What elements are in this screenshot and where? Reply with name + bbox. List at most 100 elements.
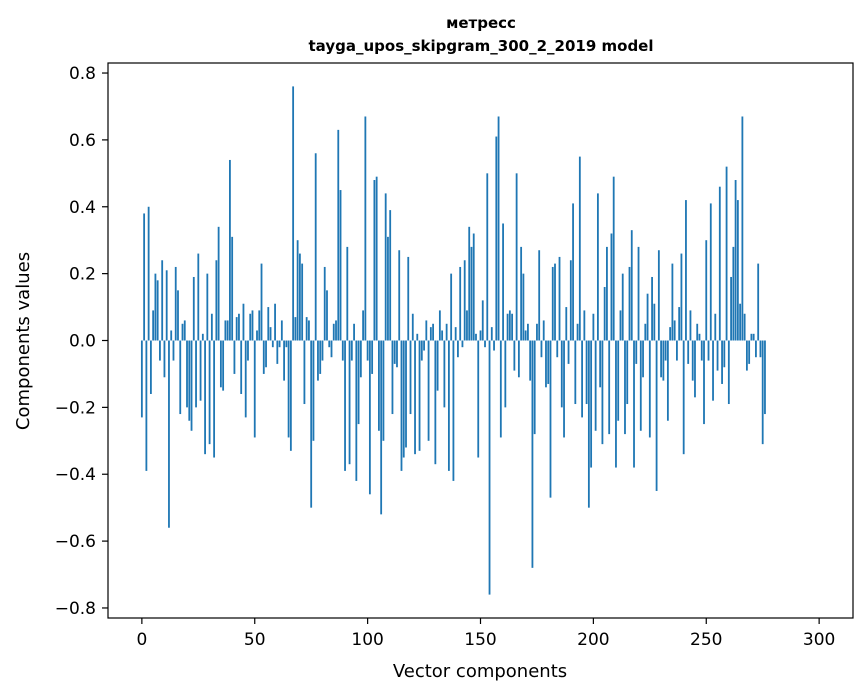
bar <box>145 340 148 471</box>
bar <box>712 340 714 401</box>
bar <box>499 340 502 438</box>
bar <box>461 340 464 348</box>
bar <box>244 340 247 418</box>
bar <box>260 263 263 341</box>
bar <box>380 340 383 515</box>
bar <box>192 276 195 341</box>
bar <box>393 340 396 364</box>
bar <box>734 180 737 341</box>
bar <box>389 210 392 341</box>
bar <box>165 270 168 341</box>
bar <box>391 340 394 415</box>
x-tick-label: 0 <box>136 630 147 650</box>
bar <box>610 233 613 341</box>
bar <box>545 340 547 388</box>
bar <box>384 193 387 341</box>
bar <box>569 260 572 341</box>
bar <box>572 203 574 341</box>
bar <box>195 340 197 408</box>
bar <box>694 340 696 398</box>
bar <box>366 340 369 361</box>
bar <box>716 340 719 371</box>
bar <box>621 273 624 341</box>
bar <box>170 330 173 341</box>
bar <box>289 340 292 451</box>
bar <box>425 320 428 341</box>
bar <box>186 340 188 408</box>
y-tick-label: −0.2 <box>55 398 96 418</box>
bar <box>235 317 238 341</box>
bar <box>554 263 556 341</box>
bar <box>197 253 200 341</box>
bar <box>678 307 681 341</box>
bar <box>174 266 177 341</box>
bar <box>407 256 410 341</box>
bar <box>536 323 538 341</box>
bar <box>373 180 376 341</box>
bar <box>411 313 414 341</box>
bar <box>256 330 258 341</box>
bar <box>280 320 283 341</box>
bar <box>592 313 595 341</box>
bar <box>341 340 344 361</box>
bar <box>179 340 182 415</box>
bar <box>285 340 288 348</box>
bar <box>452 340 455 481</box>
bar <box>725 166 728 341</box>
bar <box>149 340 152 394</box>
bar <box>596 193 599 341</box>
bar <box>703 340 705 425</box>
bar <box>619 310 622 341</box>
bar <box>224 320 227 341</box>
bar <box>335 320 337 341</box>
bar <box>466 310 468 341</box>
bar <box>418 340 421 451</box>
bar <box>346 246 349 341</box>
chart-title: метресс <box>446 14 516 32</box>
bar <box>308 320 310 341</box>
bar <box>538 250 541 341</box>
bar <box>662 340 665 381</box>
bar <box>278 340 281 348</box>
bar <box>459 266 462 341</box>
y-tick-label: 0.0 <box>69 332 96 352</box>
bar <box>398 250 401 341</box>
bar <box>522 273 525 341</box>
bar <box>617 340 620 421</box>
bar <box>287 340 290 438</box>
bar <box>727 340 730 405</box>
bar <box>190 340 193 431</box>
bar <box>653 303 656 341</box>
bar <box>222 340 225 391</box>
bar <box>764 340 766 415</box>
bar <box>624 340 626 435</box>
y-axis: −0.8 −0.6 −0.4 −0.2 0.0 0.2 0.4 0.6 0.8 <box>55 64 108 619</box>
bar <box>490 327 493 341</box>
y-tick-label: −0.8 <box>55 599 96 619</box>
bar <box>556 340 559 358</box>
bar <box>378 340 380 431</box>
bar <box>481 300 484 341</box>
bar <box>660 340 663 378</box>
bar <box>576 323 579 341</box>
y-tick-label: 0.4 <box>69 198 96 218</box>
bar <box>547 340 550 384</box>
y-tick-label: −0.4 <box>55 465 96 485</box>
bar <box>432 323 434 341</box>
bar <box>477 340 480 458</box>
bar <box>542 320 545 341</box>
bar <box>601 340 604 445</box>
bar <box>375 176 378 341</box>
bar <box>685 200 687 341</box>
bar <box>168 340 170 528</box>
bar <box>159 340 161 361</box>
bar <box>323 266 326 341</box>
bar <box>648 340 651 438</box>
bar <box>396 340 398 368</box>
bar <box>540 340 543 358</box>
bar <box>529 340 532 381</box>
bar <box>206 273 209 341</box>
bar <box>635 340 638 364</box>
bar <box>436 340 439 391</box>
bar <box>732 246 735 341</box>
